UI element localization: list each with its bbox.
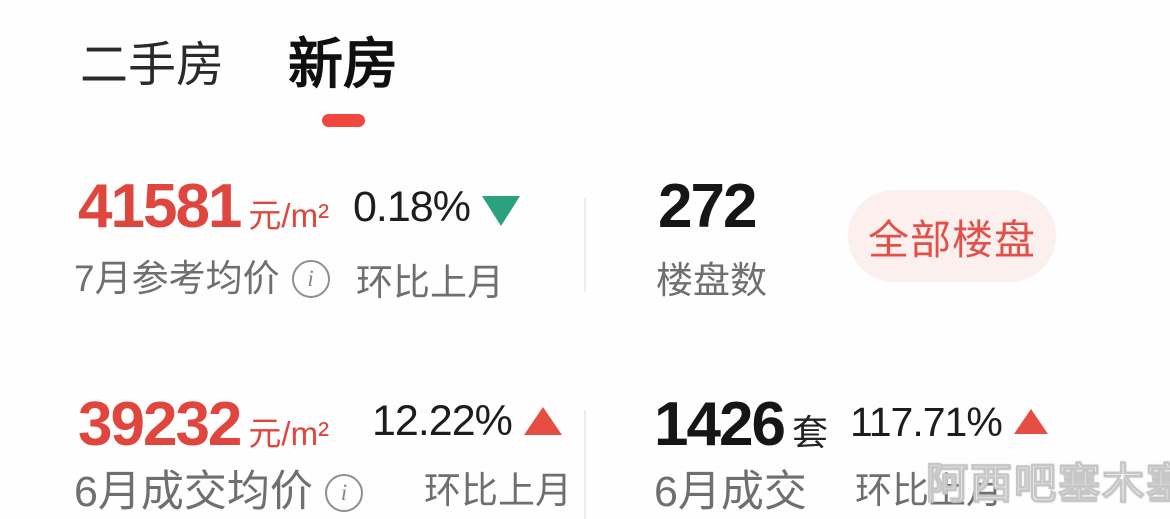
up-triangle-icon <box>1013 409 1048 434</box>
building-count-label-row: 楼盘数 <box>656 260 767 303</box>
reference-price-change-value: 0.18% <box>353 183 471 231</box>
vertical-divider <box>584 410 586 519</box>
mom-label: 环比上月 <box>356 262 504 303</box>
reference-price: 41581 元/m² <box>78 176 329 238</box>
reference-price-change: 0.18% <box>353 186 520 229</box>
tab-second-hand-housing[interactable]: 二手房 <box>80 39 225 92</box>
building-count-value: 272 <box>658 172 757 241</box>
deal-count-change-value: 117.71% <box>850 399 1003 445</box>
tab-new-housing[interactable]: 新房 <box>288 33 399 95</box>
deal-price-change-value: 12.22% <box>372 397 513 445</box>
reference-price-unit: 元/m² <box>248 197 330 234</box>
deal-count-change: 117.71% <box>850 402 1048 443</box>
active-tab-indicator <box>322 114 365 127</box>
reference-change-label: 环比上月 <box>356 262 504 305</box>
deal-price-unit: 元/m² <box>248 415 330 452</box>
deal-count-label-row: 6月成交 <box>654 468 807 517</box>
info-icon[interactable]: i <box>291 260 330 299</box>
deal-count-label: 6月成交 <box>654 468 807 516</box>
all-buildings-button[interactable]: 全部楼盘 <box>848 190 1056 282</box>
reference-price-label-row: 7月参考均价 i <box>74 258 330 301</box>
deal-price: 39232 元/m² <box>78 394 329 456</box>
mom-label: 环比上月 <box>855 470 1003 511</box>
all-buildings-button-label: 全部楼盘 <box>868 217 1036 263</box>
deal-price-label: 6月成交均价 <box>74 468 313 516</box>
vertical-divider <box>584 198 586 292</box>
deal-count-change-label: 环比上月 <box>855 470 1003 513</box>
deal-price-change: 12.22% <box>372 400 562 443</box>
deal-price-label-row: 6月成交均价 i <box>74 468 363 517</box>
building-count-label: 楼盘数 <box>656 260 767 301</box>
down-triangle-icon <box>481 195 520 226</box>
deal-count-unit: 套 <box>791 412 828 453</box>
deal-change-label: 环比上月 <box>424 470 572 513</box>
deal-price-value: 39232 <box>78 390 242 459</box>
info-icon[interactable]: i <box>324 473 363 512</box>
reference-price-label: 7月参考均价 <box>74 258 280 299</box>
building-count: 272 <box>658 176 757 238</box>
up-triangle-icon <box>523 406 562 435</box>
mom-label: 环比上月 <box>424 470 572 511</box>
watermark: 阿西吧塞木塞 <box>925 459 1170 507</box>
reference-price-value: 41581 <box>78 172 242 241</box>
deal-count: 1426 套 <box>654 394 828 456</box>
deal-count-value: 1426 <box>654 390 786 459</box>
